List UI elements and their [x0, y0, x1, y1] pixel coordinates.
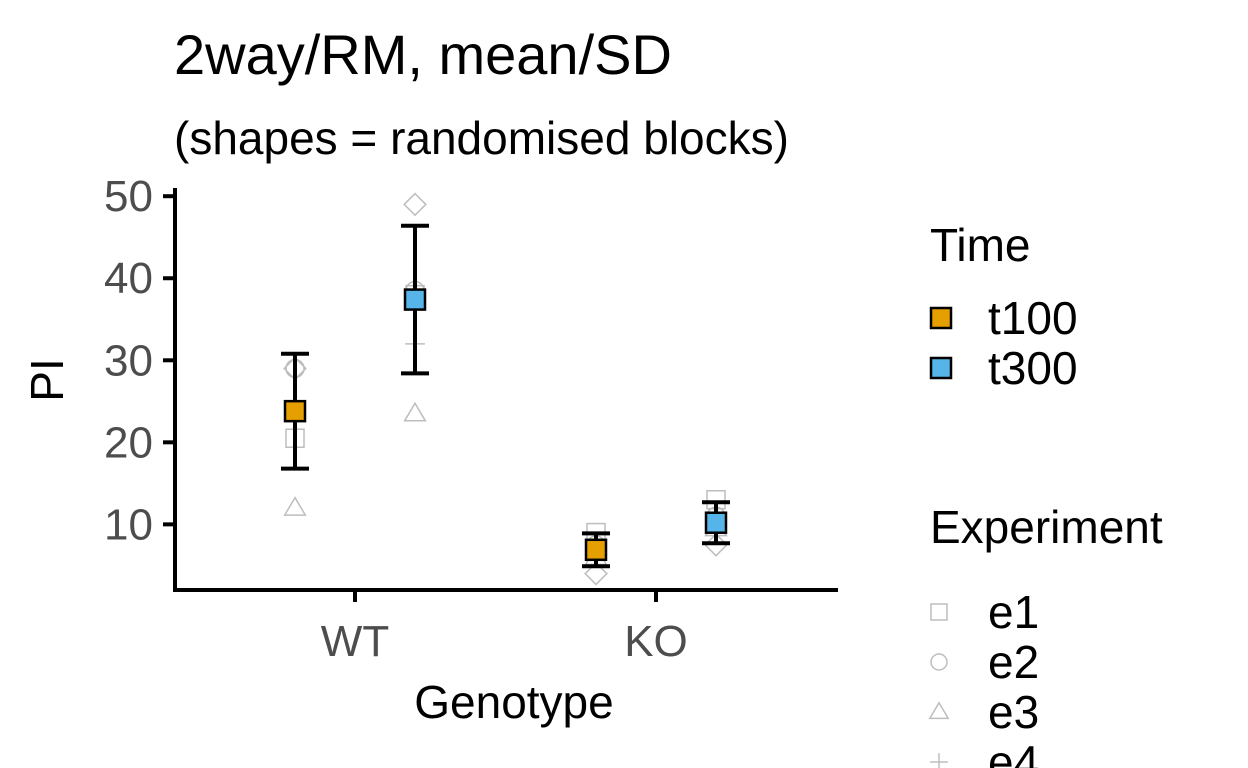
- legend-key-e1: [930, 603, 948, 621]
- y-tick-label: 30: [104, 336, 153, 385]
- mean-point-t300: [704, 511, 728, 534]
- raw-point-e5: [584, 561, 608, 586]
- x-tick-label: WT: [321, 617, 389, 666]
- y-tick-label: 20: [104, 418, 153, 467]
- chart-subtitle: (shapes = randomised blocks): [174, 112, 789, 164]
- legend-label-e1: e1: [988, 586, 1039, 638]
- summary-layer: [281, 223, 730, 569]
- raw-point-e3: [283, 496, 307, 516]
- legend-label-t100: t100: [988, 292, 1078, 344]
- legend-label-e2: e2: [988, 636, 1039, 688]
- x-tick-label: KO: [624, 617, 688, 666]
- mean-point-t100: [584, 538, 608, 562]
- y-tick-label: 50: [104, 172, 153, 221]
- legend-label-e3: e3: [988, 686, 1039, 738]
- raw-point-e3: [403, 401, 427, 422]
- x-axis-title: Genotype: [414, 676, 613, 728]
- legend-key-e4: [930, 753, 948, 768]
- legend-key-t100: [929, 306, 953, 330]
- legend-key-e2: [930, 653, 948, 671]
- legend-key-e3: [928, 701, 950, 720]
- y-axis-title: PI: [21, 358, 73, 401]
- legend-experiment-title: Experiment: [930, 501, 1163, 553]
- legend-time-title: Time: [930, 219, 1031, 271]
- mean-point-t100: [283, 399, 307, 423]
- y-tick-label: 10: [104, 500, 153, 549]
- x-axis-ticks: WT KO: [321, 590, 688, 666]
- y-tick-label: 40: [104, 254, 153, 303]
- legend-label-e4: e4: [988, 736, 1039, 768]
- y-axis-ticks: 10 20 30 40 50: [104, 172, 175, 549]
- legend-key-t300: [929, 356, 953, 380]
- raw-point-e5: [403, 192, 427, 217]
- mean-point-t300: [403, 288, 427, 311]
- raw-points-layer: [283, 192, 728, 586]
- chart-title: 2way/RM, mean/SD: [174, 23, 672, 86]
- legend-label-t300: t300: [988, 342, 1078, 394]
